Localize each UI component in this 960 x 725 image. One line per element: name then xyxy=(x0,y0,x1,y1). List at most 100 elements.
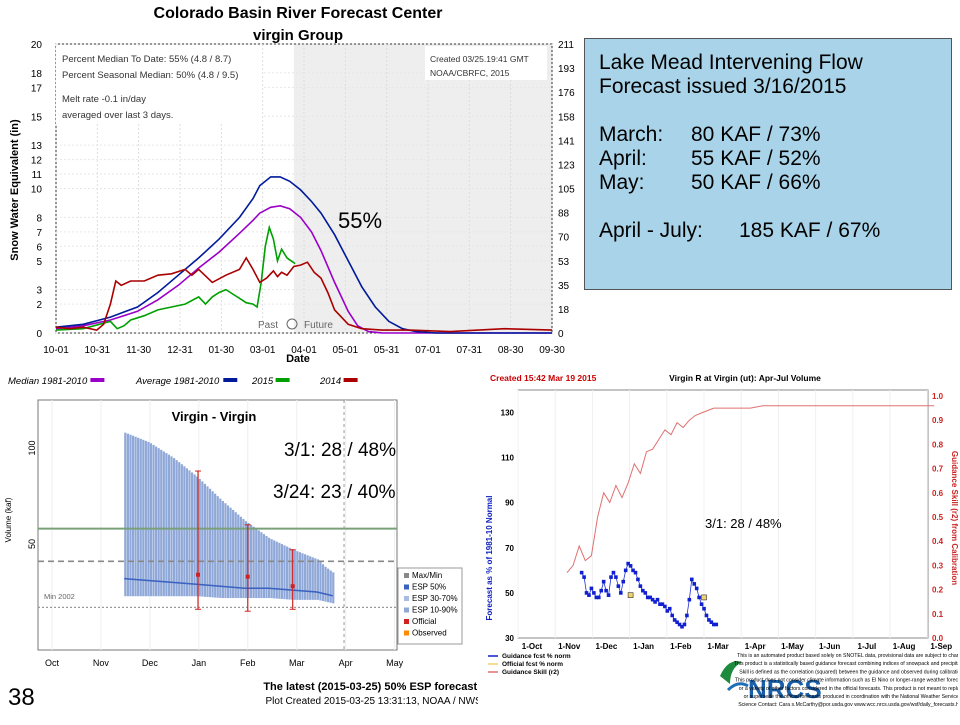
nrcs-y-tick-label-right: 1.0 xyxy=(932,392,944,401)
esp-range-bar xyxy=(327,568,330,603)
nrcs-y-ticks-right: 0.0 0.1 0.2 0.3 0.4 0.5 0.6 0.7 0.8 0.9 1.0 xyxy=(932,392,944,643)
esp-range-bar xyxy=(303,554,307,600)
nrcs-guidance-point xyxy=(655,597,660,602)
swe-y-tick-label-right: 70 xyxy=(558,233,570,244)
nrcs-guidance-point xyxy=(596,595,601,600)
swe-created-box xyxy=(425,46,547,80)
nrcs-y-tick-label: 130 xyxy=(501,409,515,418)
swe-series-line xyxy=(55,176,552,334)
esp-range-bar xyxy=(288,547,291,600)
nrcs-x-tick-label: 1-Aug xyxy=(893,642,916,651)
nrcs-guidance-point xyxy=(697,595,701,600)
swe-y-tick-label-right: 123 xyxy=(558,160,575,171)
nrcs-guidance-point xyxy=(594,595,599,600)
esp-x-tick-label: Apr xyxy=(339,658,353,668)
nrcs-guidance-point xyxy=(670,613,675,618)
nrcs-guidance-point xyxy=(582,575,586,579)
nrcs-guidance-point xyxy=(626,561,630,566)
nrcs-guidance-point xyxy=(645,595,650,600)
esp-range-bar xyxy=(273,540,276,599)
nrcs-guidance-point xyxy=(628,564,633,568)
nrcs-x-tick-label: 1-Nov xyxy=(558,642,581,651)
nrcs-guidance-point xyxy=(660,602,665,606)
esp-x-tick-label: Mar xyxy=(289,658,305,668)
swe-y-tick-label: 11 xyxy=(32,170,43,181)
esp-y-axis-label: Volume (kaf) xyxy=(4,497,13,542)
info-month: April: xyxy=(599,147,647,170)
nrcs-y-tick-label-right: 0.9 xyxy=(932,416,944,425)
esp-range-bar xyxy=(126,433,129,597)
esp-y-tick-label: 100 xyxy=(27,440,37,455)
esp-range-bar xyxy=(265,535,268,599)
nrcs-x-tick-label: 1-Sep xyxy=(930,642,952,651)
info-value: 50 KAF / 66% xyxy=(691,171,821,194)
swe-y-tick-label: 5 xyxy=(36,257,42,268)
esp-range-bar xyxy=(190,472,194,597)
swe-stat-3: averaged over last 3 days. xyxy=(62,110,173,121)
esp-range-bar xyxy=(296,551,299,600)
nrcs-y-tick-label-right: 0.5 xyxy=(932,513,944,522)
nrcs-annotation: 3/1: 28 / 48% xyxy=(705,516,782,531)
nrcs-guidance-point xyxy=(677,622,682,627)
nrcs-skill-series xyxy=(566,405,935,574)
esp-range-bar xyxy=(180,464,183,597)
swe-y-tick-label: 15 xyxy=(31,112,43,123)
nrcs-legend-label: Official fcst % norm xyxy=(502,661,563,668)
nrcs-logo: NRCS xyxy=(720,661,822,704)
nrcs-skill-line xyxy=(566,405,935,574)
nrcs-guidance-point xyxy=(692,582,697,586)
swe-y-tick-label-right: 141 xyxy=(558,136,575,147)
esp-range-bar xyxy=(144,440,147,597)
esp-range-bar xyxy=(221,500,224,599)
swe-y-tick-label: 12 xyxy=(31,156,43,167)
nrcs-guidance-point xyxy=(694,586,699,591)
nrcs-y-axis-label-left: Forecast as % of 1981-10 Normal xyxy=(485,496,494,621)
swe-y-tick-label-right: 18 xyxy=(558,305,570,316)
esp-x-ticks: Oct Nov Dec Jan Feb Mar Apr May xyxy=(45,658,404,668)
esp-y-tick-label: 50 xyxy=(27,539,37,549)
esp-range-bar xyxy=(124,432,127,597)
esp-title: Virgin - Virgin xyxy=(172,409,257,424)
swe-created: Created 03/25.19:41 GMT xyxy=(430,54,529,64)
swe-y-tick-label-right: 35 xyxy=(558,281,570,292)
info-value: 55 KAF / 52% xyxy=(691,147,821,170)
nrcs-disclaimer-line: This product is a statistically based gu… xyxy=(734,661,958,667)
esp-range-bar xyxy=(255,528,258,599)
esp-range-bar xyxy=(319,561,322,601)
swe-series-line xyxy=(55,256,553,333)
esp-range-bar xyxy=(139,438,142,597)
nrcs-guidance-point xyxy=(672,618,677,622)
esp-range-bar xyxy=(283,545,286,600)
swe-y-tick-label: 18 xyxy=(31,69,43,80)
nrcs-y-ticks-left: 30 50 70 90 110 130 xyxy=(501,409,515,643)
esp-range-bar xyxy=(193,474,196,597)
nrcs-guidance-point xyxy=(682,622,687,627)
swe-series xyxy=(55,176,553,334)
nrcs-guidance-point xyxy=(584,591,589,595)
nrcs-guidance-point xyxy=(648,595,652,600)
nrcs-guidance-point xyxy=(685,613,689,618)
swe-y-tick-label-right: 0 xyxy=(558,329,564,340)
swe-y-ticks-right: 0 18 35 53 70 88 105 123 141 158 176 193 211 xyxy=(558,40,575,340)
esp-range-bar xyxy=(262,534,266,599)
esp-range-bar xyxy=(183,466,186,597)
nrcs-legend-label: Guidance Skill (r2) xyxy=(502,669,559,676)
info-month: March: xyxy=(599,123,664,146)
esp-range-bar xyxy=(214,493,217,598)
esp-x-tick-label: Dec xyxy=(142,658,159,668)
nrcs-guidance-point xyxy=(702,606,706,611)
esp-legend-swatch xyxy=(404,596,409,601)
nrcs-title: Virgin R at Virgin (ut): Apr-Jul Volume xyxy=(669,373,821,383)
nrcs-x-tick-label: 1-Feb xyxy=(670,642,691,651)
esp-x-tick-label: Feb xyxy=(240,658,256,668)
swe-legend-label: 2015 xyxy=(251,376,274,387)
nrcs-plot-frame xyxy=(517,389,929,639)
nrcs-legend-label: Guidance fcst % norm xyxy=(502,653,571,660)
esp-range-bar xyxy=(237,514,240,599)
nrcs-guidance-point xyxy=(712,622,716,627)
nrcs-guidance-point xyxy=(592,591,596,595)
nrcs-y-tick-label: 90 xyxy=(505,499,514,508)
swe-x-tick-label: 10-01 xyxy=(43,345,69,356)
swe-percent-annotation: 55% xyxy=(338,208,382,233)
esp-range-bar xyxy=(198,478,201,597)
